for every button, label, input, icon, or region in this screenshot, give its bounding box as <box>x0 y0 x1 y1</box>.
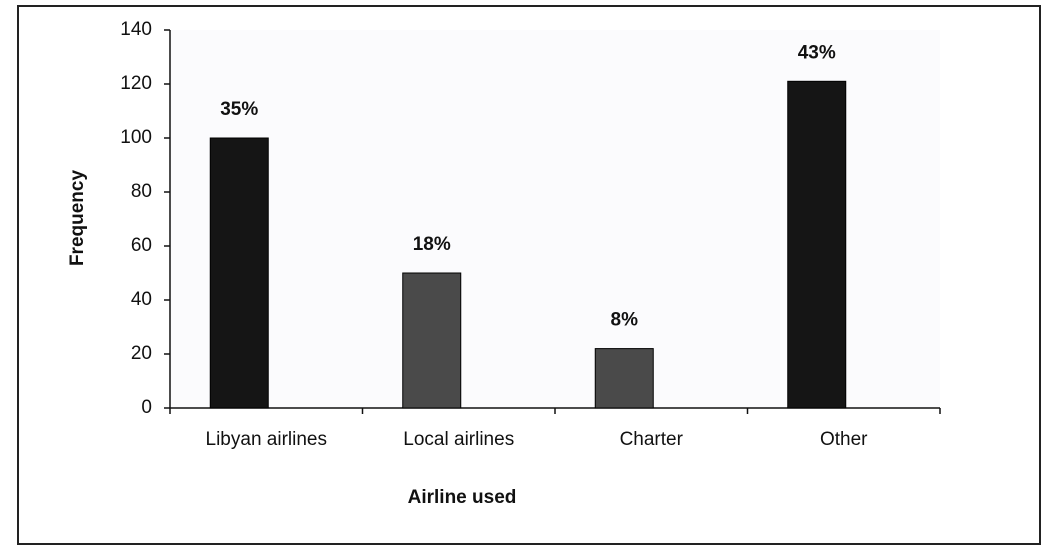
bar-annotation: 35% <box>220 99 258 120</box>
bar-annotation: 43% <box>798 42 836 63</box>
x-tick-label: Charter <box>620 429 684 450</box>
y-tick-label: 0 <box>141 397 152 418</box>
y-tick-label: 80 <box>131 181 152 202</box>
y-tick-label: 60 <box>131 235 152 256</box>
bar-annotation: 8% <box>611 310 639 331</box>
y-tick-label: 40 <box>131 289 152 310</box>
y-tick-label: 120 <box>120 73 152 94</box>
y-tick-label: 140 <box>120 19 152 40</box>
bar <box>594 348 654 409</box>
y-tick-label: 20 <box>131 343 152 364</box>
y-tick-label: 100 <box>120 127 152 148</box>
bar <box>209 137 269 409</box>
bar <box>402 272 462 409</box>
bar <box>787 80 847 409</box>
x-tick-label: Other <box>820 429 868 450</box>
x-tick-label: Libyan airlines <box>206 429 327 450</box>
bar-annotation: 18% <box>413 234 451 255</box>
x-tick-label: Local airlines <box>403 429 514 450</box>
y-axis-title: Frequency <box>67 170 88 267</box>
x-axis-title: Airline used <box>408 487 517 508</box>
